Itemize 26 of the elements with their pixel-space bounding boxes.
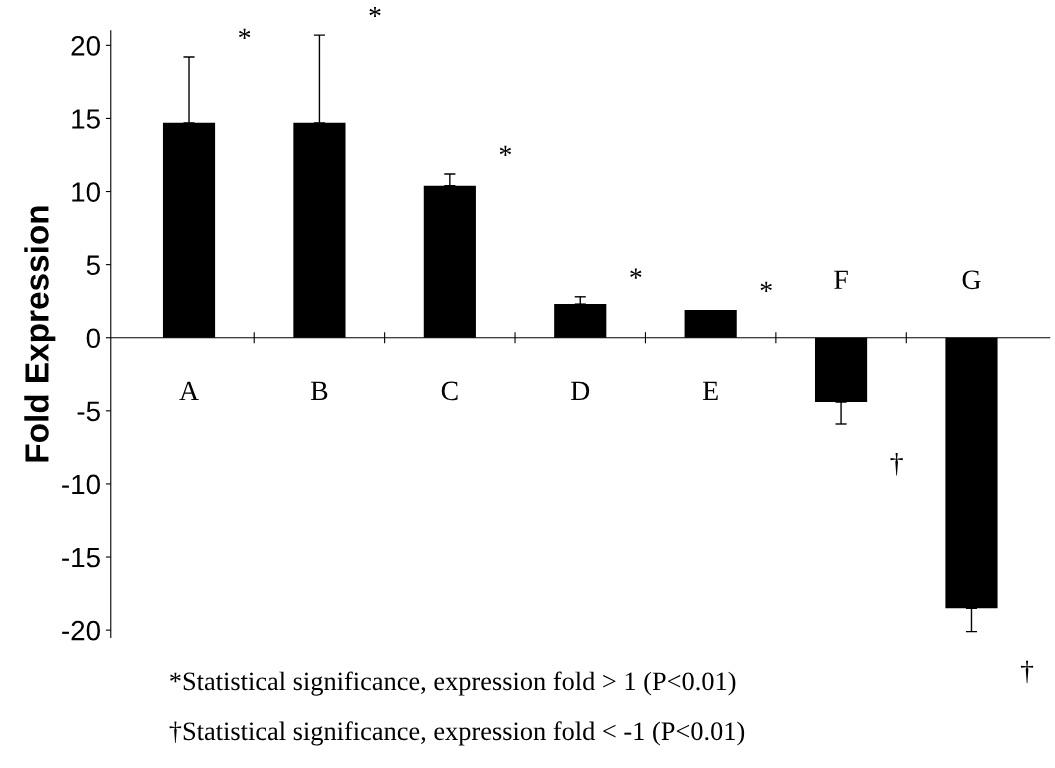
x-tick-label: D [571,381,590,401]
x-tick-label: G [962,270,981,290]
y-tick-label: -15 [62,547,100,568]
y-tick-label: 15 [72,109,100,129]
x-tick-label: F [834,270,848,289]
annotation: * [369,6,381,18]
y-tick-label: 0 [86,328,100,349]
annotation: * [238,28,251,40]
y-tick-label: 20 [71,36,100,56]
y-tick-label: -5 [77,401,100,422]
x-tick-label: E [702,381,718,400]
text: †Statistical significance, expression fold < -1 (P<0.01) [169,721,745,746]
annotation: † [1020,660,1034,684]
y-tick-label: -20 [62,620,100,641]
annotation: † [890,453,903,476]
x-tick-label: C [441,381,458,401]
x-tick-label: A [179,381,199,400]
y-tick-label: 10 [72,182,100,202]
annotation: * [499,145,512,156]
y-tick-label: 5 [86,255,100,275]
y-tick-label: -10 [62,474,100,495]
annotation: * [630,268,642,279]
text: *Statistical significance, expression fold > 1 (P<0.01) [170,671,736,696]
x-tick-label: B [310,381,328,401]
y-axis-title: Fold Expression [24,206,56,462]
annotation: * [760,281,772,292]
